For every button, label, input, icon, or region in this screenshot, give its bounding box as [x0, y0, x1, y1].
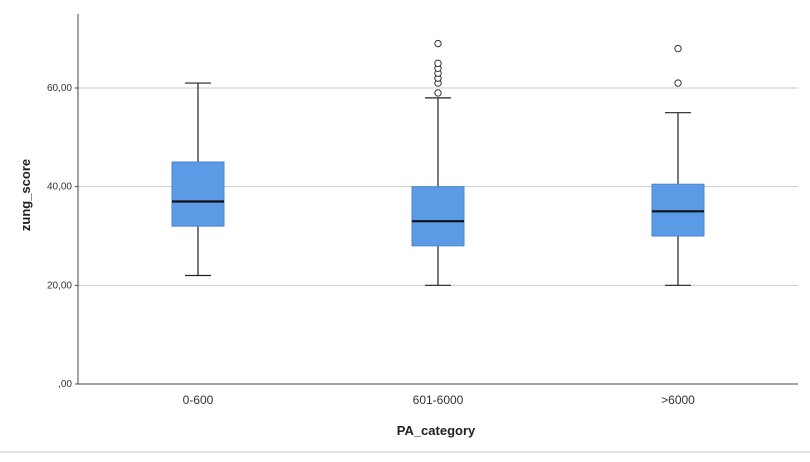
axes: ,00 20,00 40,00 60,00 0-600 601-6000 >6000	[47, 14, 798, 407]
x-axis-title: PA_category	[397, 423, 476, 438]
x-tick-label: 0-600	[183, 393, 214, 407]
y-axis-title: zung_score	[18, 159, 33, 231]
outlier-point	[674, 79, 682, 87]
iqr-box	[651, 183, 705, 237]
box-group	[651, 44, 705, 286]
outlier-point	[434, 39, 442, 48]
y-tick-label: ,00	[58, 379, 72, 390]
y-tick-label: 40,00	[47, 182, 72, 193]
iqr-box	[171, 161, 225, 227]
iqr-box	[411, 186, 465, 247]
y-tick-label: 20,00	[47, 280, 72, 291]
box-group	[411, 39, 465, 286]
boxes	[171, 39, 705, 286]
x-tick-label: 601-6000	[413, 393, 464, 407]
outlier-point	[434, 89, 442, 97]
x-tick-label: >6000	[661, 393, 695, 407]
outlier-point	[674, 44, 682, 53]
outlier-point	[434, 59, 442, 68]
y-tick-label: 60,00	[47, 83, 72, 94]
box-group	[171, 82, 225, 277]
